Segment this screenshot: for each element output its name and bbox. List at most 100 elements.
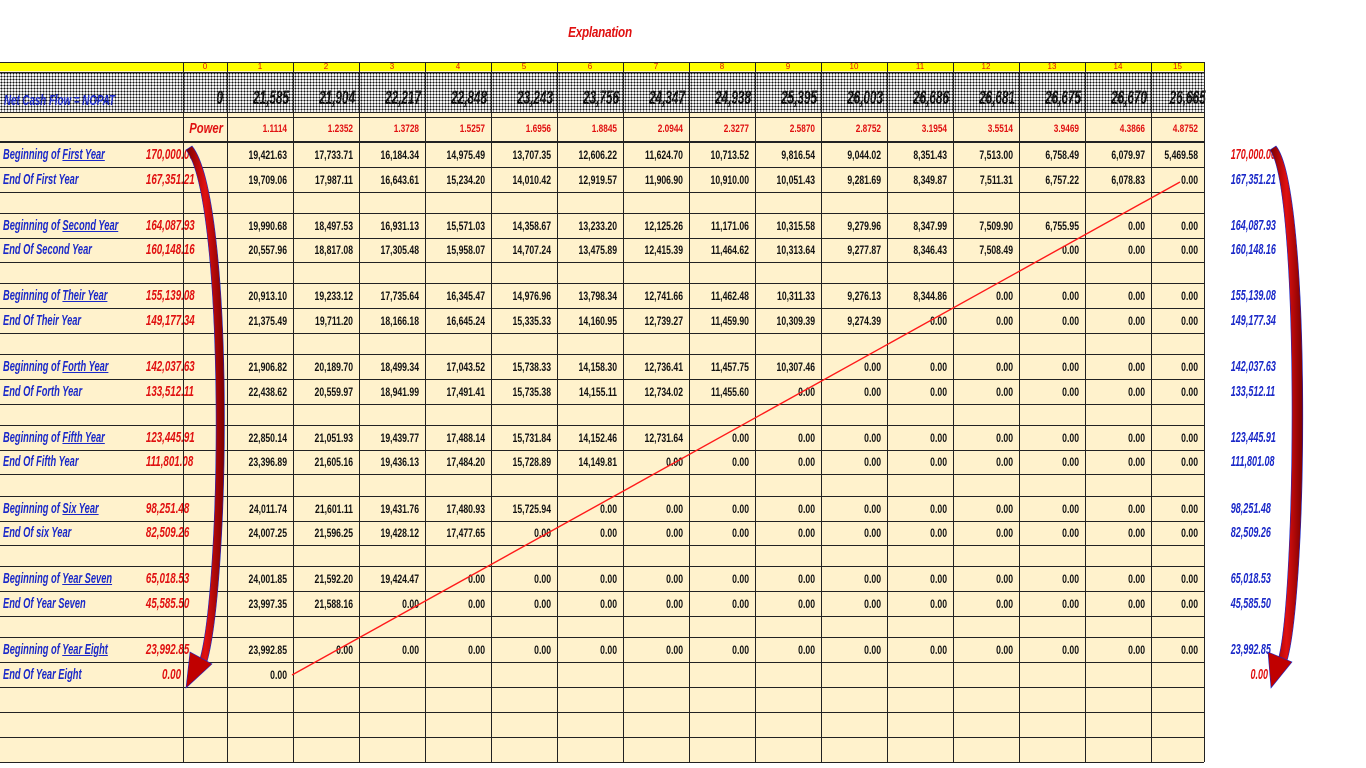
row-label: Beginning of First Year bbox=[3, 143, 121, 167]
grid-hline bbox=[0, 308, 1204, 309]
table-cell: 0.00 bbox=[864, 597, 881, 611]
row-label-prefix: Beginning of bbox=[3, 287, 63, 304]
table-cell: 12,739.27 bbox=[644, 314, 683, 328]
row-label-prefix: Beginning of bbox=[3, 146, 63, 163]
table-cell: 22,438.62 bbox=[248, 385, 287, 399]
table-cell: 0.00 bbox=[1128, 360, 1145, 374]
table-cell: 18,499.34 bbox=[380, 360, 419, 374]
table-cell: 13,707.35 bbox=[512, 148, 551, 162]
table-cell: 14,707.24 bbox=[512, 243, 551, 257]
cashflow-value: 25,395 bbox=[780, 88, 817, 109]
grid-vline bbox=[1085, 62, 1086, 762]
table-cell: 14,152.46 bbox=[578, 431, 617, 445]
table-cell: 0.00 bbox=[666, 502, 683, 516]
table-cell: 18,817.08 bbox=[314, 243, 353, 257]
table-cell: 20,559.97 bbox=[314, 385, 353, 399]
table-cell: 0.00 bbox=[600, 597, 617, 611]
table-cell: 19,233.12 bbox=[314, 289, 353, 303]
table-cell: 5,469.58 bbox=[1164, 148, 1198, 162]
row-balance: 111,801.08 bbox=[145, 453, 194, 470]
period-number: 14 bbox=[1113, 62, 1123, 71]
table-cell: 0.00 bbox=[864, 431, 881, 445]
grid-hline bbox=[0, 687, 1204, 688]
table-cell: 0.00 bbox=[798, 455, 815, 469]
table-cell: 14,155.11 bbox=[579, 385, 617, 399]
table-cell: 0.00 bbox=[996, 360, 1013, 374]
row-label: End Of six Year bbox=[3, 521, 121, 545]
table-cell: 0.00 bbox=[1062, 572, 1079, 586]
grid-hline bbox=[0, 283, 1204, 284]
row-label-prefix: Beginning of bbox=[3, 217, 63, 234]
table-cell: 14,010.42 bbox=[512, 173, 551, 187]
grid-vline bbox=[359, 62, 360, 762]
table-cell: 0.00 bbox=[1128, 502, 1145, 516]
cashflow-value: 26,003 bbox=[846, 88, 883, 109]
cashflow-label: Net Cash Flow = NOPAT bbox=[4, 92, 115, 109]
row-label-year: Their Year bbox=[36, 312, 82, 329]
row-balance: 170,000.00 bbox=[145, 146, 195, 163]
row-balance: 45,585.50 bbox=[145, 595, 190, 612]
table-cell: 11,171.06 bbox=[711, 219, 749, 233]
table-cell: 0.00 bbox=[600, 572, 617, 586]
table-cell: 8,349.87 bbox=[913, 173, 947, 187]
table-cell: 0.00 bbox=[1128, 526, 1145, 540]
table-cell: 0.00 bbox=[930, 643, 947, 657]
table-cell: 0.00 bbox=[1062, 526, 1079, 540]
table-cell: 17,043.52 bbox=[446, 360, 485, 374]
table-cell: 19,711.20 bbox=[315, 314, 353, 328]
table-cell: 0.00 bbox=[1062, 314, 1079, 328]
row-balance: 0.00 bbox=[162, 666, 181, 683]
table-cell: 0.00 bbox=[930, 314, 947, 328]
table-cell: 19,431.76 bbox=[380, 502, 419, 516]
table-cell: 0.00 bbox=[798, 597, 815, 611]
table-cell: 0.00 bbox=[930, 597, 947, 611]
right-arrow-head bbox=[1267, 651, 1293, 689]
period-number: 9 bbox=[785, 62, 791, 71]
table-cell: 15,335.33 bbox=[512, 314, 551, 328]
table-cell: 14,975.49 bbox=[446, 148, 485, 162]
table-cell: 0.00 bbox=[864, 360, 881, 374]
row-balance: 98,251.48 bbox=[145, 500, 190, 517]
table-cell: 0.00 bbox=[864, 643, 881, 657]
table-cell: 11,464.62 bbox=[711, 243, 749, 257]
extension-value: 82,509.26 bbox=[1230, 524, 1271, 541]
row-label-prefix: Beginning of bbox=[3, 429, 63, 446]
table-cell: 17,488.14 bbox=[446, 431, 485, 445]
grid-hline bbox=[0, 379, 1204, 380]
table-cell: 18,941.99 bbox=[380, 385, 419, 399]
row-label: Beginning of Year Seven bbox=[3, 567, 121, 591]
table-cell: 0.00 bbox=[534, 597, 551, 611]
table-cell: 0.00 bbox=[1181, 455, 1198, 469]
extension-value: 23,992.85 bbox=[1230, 641, 1271, 658]
table-cell: 0.00 bbox=[1062, 360, 1079, 374]
table-cell: 0.00 bbox=[666, 572, 683, 586]
table-cell: 13,798.34 bbox=[578, 289, 617, 303]
power-factor: 2.8752 bbox=[855, 123, 881, 135]
grid-hline bbox=[0, 333, 1204, 334]
row-balance: 164,087.93 bbox=[145, 217, 195, 234]
table-cell: 17,733.71 bbox=[314, 148, 353, 162]
grid-hline bbox=[0, 62, 1204, 63]
table-cell: 0.00 bbox=[864, 572, 881, 586]
table-cell: 0.00 bbox=[996, 455, 1013, 469]
grid-hline bbox=[0, 72, 1204, 73]
table-cell: 21,592.20 bbox=[314, 572, 353, 586]
power-factor: 3.5514 bbox=[987, 123, 1013, 135]
table-cell: 11,624.70 bbox=[645, 148, 683, 162]
row-label-prefix: End Of bbox=[3, 453, 37, 470]
table-cell: 0.00 bbox=[1062, 431, 1079, 445]
grid-hline bbox=[0, 521, 1204, 522]
table-cell: 18,497.53 bbox=[314, 219, 353, 233]
table-cell: 7,513.00 bbox=[979, 148, 1013, 162]
row-label-year: Fifth Year bbox=[62, 429, 105, 446]
table-cell: 16,931.13 bbox=[380, 219, 419, 233]
table-cell: 19,428.12 bbox=[380, 526, 419, 540]
table-cell: 17,491.41 bbox=[446, 385, 485, 399]
table-cell: 0.00 bbox=[996, 572, 1013, 586]
table-cell: 10,307.46 bbox=[776, 360, 815, 374]
table-cell: 12,606.22 bbox=[578, 148, 617, 162]
table-cell: 0.00 bbox=[336, 643, 353, 657]
table-cell: 0.00 bbox=[930, 455, 947, 469]
table-cell: 24,001.85 bbox=[248, 572, 287, 586]
row-label: End Of Year Seven bbox=[3, 592, 121, 616]
